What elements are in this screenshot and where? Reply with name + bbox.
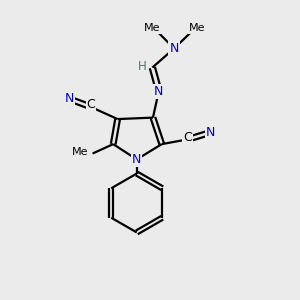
Text: H: H (138, 60, 146, 73)
Text: Me: Me (72, 147, 88, 157)
Text: N: N (64, 92, 74, 105)
Text: C: C (183, 131, 192, 144)
Text: N: N (169, 42, 179, 55)
Text: C: C (87, 98, 95, 111)
Text: N: N (154, 85, 164, 98)
Text: N: N (206, 126, 215, 140)
Text: Me: Me (189, 23, 206, 33)
Text: N: N (132, 153, 141, 166)
Text: Me: Me (144, 23, 160, 33)
